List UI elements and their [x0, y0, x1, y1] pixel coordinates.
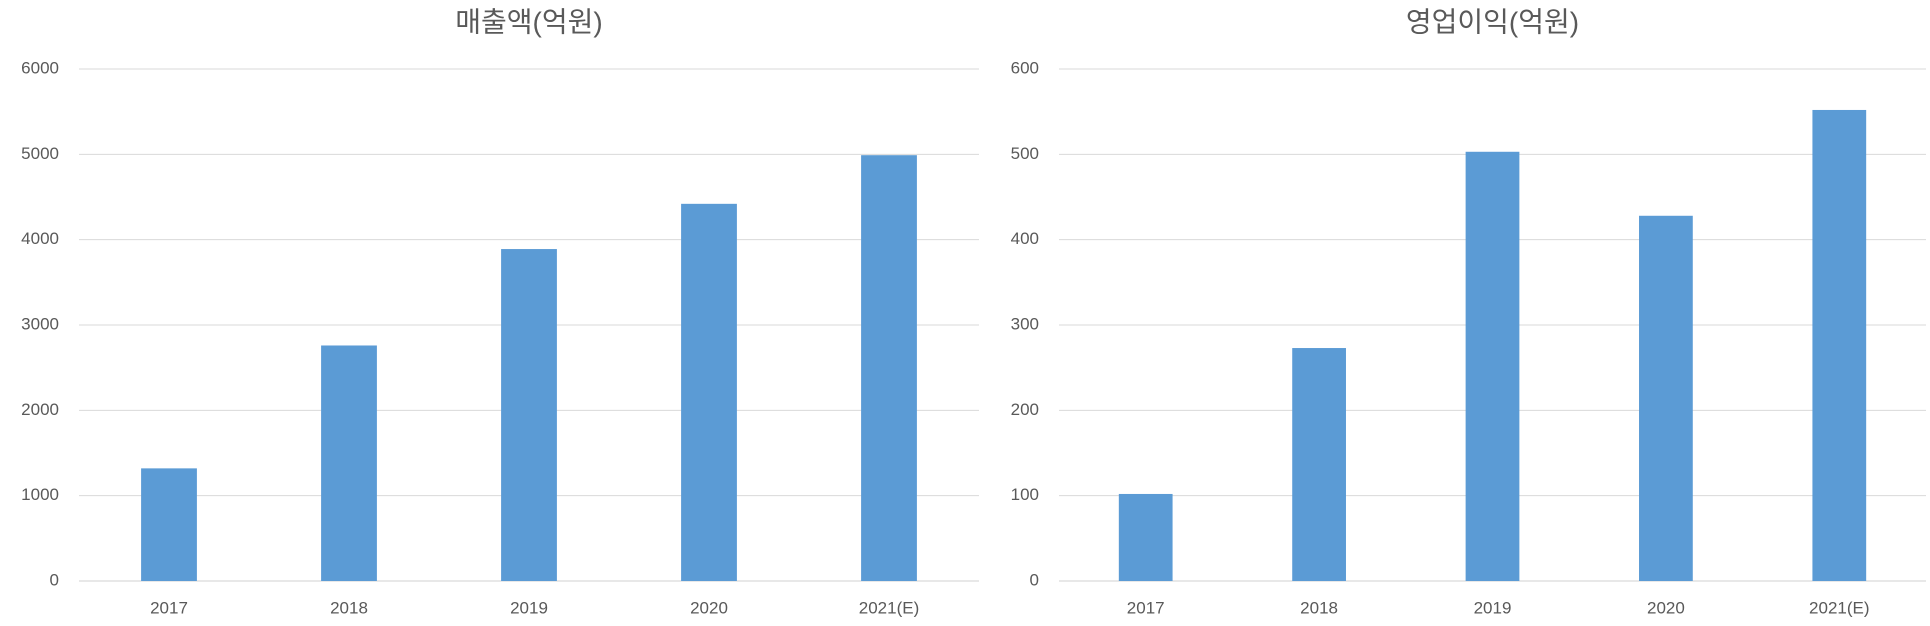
y-tick-label: 500 [1011, 144, 1039, 163]
y-tick-label: 4000 [21, 229, 59, 248]
y-tick-label: 300 [1011, 314, 1039, 333]
x-tick-label: 2018 [1300, 598, 1338, 617]
y-tick-label: 200 [1011, 400, 1039, 419]
y-tick-label: 1000 [21, 485, 59, 504]
y-tick-label: 400 [1011, 229, 1039, 248]
chart-title: 매출액(억원) [455, 6, 602, 37]
x-tick-label: 2019 [510, 598, 548, 617]
y-tick-label: 0 [1030, 570, 1039, 589]
y-tick-label: 2000 [21, 400, 59, 419]
bar [1465, 151, 1520, 582]
y-tick-label: 5000 [21, 144, 59, 163]
x-tick-label: 2020 [1647, 598, 1685, 617]
x-tick-label: 2017 [1127, 598, 1165, 617]
y-tick-label: 0 [50, 570, 59, 589]
x-tick-label: 2017 [150, 598, 188, 617]
bar [1639, 215, 1693, 582]
bar [861, 155, 917, 582]
x-tick-label: 2021(E) [1809, 598, 1869, 617]
bar [681, 203, 737, 581]
y-tick-label: 6000 [21, 58, 59, 77]
bar [141, 468, 197, 581]
y-tick-label: 600 [1011, 58, 1039, 77]
bar [501, 249, 557, 581]
x-tick-label: 2019 [1474, 598, 1512, 617]
bar [1292, 348, 1346, 581]
x-tick-label: 2021(E) [859, 598, 919, 617]
bar [1812, 109, 1867, 582]
bar [321, 345, 377, 581]
chart-title: 영업이익(억원) [1406, 6, 1579, 37]
y-tick-label: 100 [1011, 485, 1039, 504]
x-tick-label: 2018 [330, 598, 368, 617]
y-tick-label: 3000 [21, 314, 59, 333]
x-tick-label: 2020 [690, 598, 728, 617]
bar [1118, 493, 1173, 581]
